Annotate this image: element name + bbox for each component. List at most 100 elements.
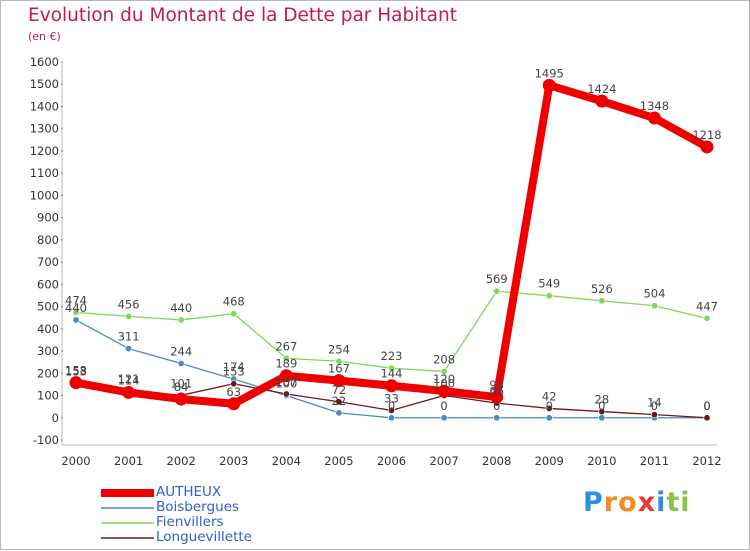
y-tick-label: 0 [52,411,59,425]
data-point-autheux[interactable] [227,397,241,411]
data-point-boisbergues[interactable] [387,414,395,422]
data-point-longuevillette[interactable] [703,414,711,422]
data-label-longuevillette: 101 [170,376,192,390]
data-point-fienvillers[interactable] [650,302,658,310]
data-point-fienvillers[interactable] [545,292,553,300]
data-label-boisbergues: 311 [118,330,140,344]
data-point-autheux[interactable] [122,385,136,399]
data-point-autheux[interactable] [69,376,83,390]
data-point-fienvillers[interactable] [493,287,501,295]
data-point-longuevillette[interactable] [282,390,290,398]
data-label-boisbergues: 0 [598,399,605,413]
data-label-autheux: 120 [433,372,455,386]
data-label-fienvillers: 267 [275,339,297,353]
data-point-autheux[interactable] [174,392,188,406]
y-tick-label: 1500 [30,77,59,91]
legend-swatch-longuevillette [101,537,154,539]
x-tick-label: 2001 [114,454,143,468]
logo-letter: i [656,487,667,518]
data-label-fienvillers: 254 [328,342,350,356]
data-labels: 158 114 84 63 189 167 144 120 93 1495 1424 1348 1218… [65,66,722,412]
data-point-longuevillette[interactable] [650,411,658,419]
y-tick-label: 1100 [30,166,59,180]
data-label-longuevillette: 107 [275,375,297,389]
data-point-boisbergues[interactable] [598,414,606,422]
x-tick-label: 2011 [640,454,669,468]
x-tick-label: 2006 [377,454,406,468]
data-point-autheux[interactable] [490,390,504,404]
data-point-boisbergues[interactable] [545,414,553,422]
data-label-longuevillette: 14 [647,396,662,410]
data-label-boisbergues: 0 [651,399,658,413]
data-label-boisbergues: 440 [65,301,87,315]
data-point-autheux[interactable] [437,384,451,398]
data-point-fienvillers[interactable] [282,354,290,362]
data-point-autheux[interactable] [332,374,346,388]
data-label-longuevillette: 66 [489,384,504,398]
y-tick-label: 500 [37,300,59,314]
data-point-longuevillette[interactable] [387,406,395,414]
data-label-fienvillers: 456 [118,297,140,311]
data-point-boisbergues[interactable] [72,316,80,324]
y-tick-label: 1400 [30,99,59,113]
logo-letter: r [603,487,619,518]
data-point-fienvillers[interactable] [230,310,238,318]
data-label-autheux: 1424 [587,82,616,96]
data-point-fienvillers[interactable] [703,314,711,322]
x-tick-label: 2002 [167,454,196,468]
data-point-fienvillers[interactable] [177,316,185,324]
data-label-autheux: 84 [174,380,189,394]
data-label-fienvillers: 569 [486,272,508,286]
data-point-autheux[interactable] [647,111,661,125]
x-tick-label: 2010 [587,454,616,468]
data-label-boisbergues: 0 [703,399,710,413]
data-point-boisbergues[interactable] [177,360,185,368]
proxiti-logo[interactable]: Proxiti [583,487,691,518]
data-label-fienvillers: 447 [696,299,718,313]
data-point-longuevillette[interactable] [598,408,606,416]
data-point-fienvillers[interactable] [387,364,395,372]
data-point-fienvillers[interactable] [72,308,80,316]
data-point-boisbergues[interactable] [440,414,448,422]
data-point-boisbergues[interactable] [125,345,133,353]
data-point-autheux[interactable] [542,78,556,92]
data-label-boisbergues: 0 [440,399,447,413]
data-point-longuevillette[interactable] [230,380,238,388]
data-point-autheux[interactable] [279,369,293,383]
data-point-autheux[interactable] [385,379,398,393]
chart-title: Evolution du Montant de la Dette par Hab… [28,5,457,26]
y-tick-label: 1000 [30,188,59,202]
data-point-boisbergues[interactable] [335,409,343,417]
data-label-fienvillers: 504 [643,287,665,301]
x-tick-label: 2000 [61,454,90,468]
data-label-longuevillette: 153 [65,365,87,379]
data-point-boisbergues[interactable] [493,414,501,422]
data-point-fienvillers[interactable] [335,357,343,365]
logo-letter: i [680,487,691,518]
data-label-autheux: 1495 [535,66,564,80]
y-tick-label: 900 [37,211,59,225]
data-point-longuevillette[interactable] [335,398,343,406]
data-label-autheux: 114 [118,373,140,387]
x-tick-label: 2004 [272,454,301,468]
x-tick-label: 2008 [482,454,511,468]
data-point-fienvillers[interactable] [125,312,133,320]
data-label-boisbergues: 244 [170,345,192,359]
x-tick-label: 2012 [692,454,721,468]
data-label-boisbergues: 174 [223,360,245,374]
data-point-autheux[interactable] [595,94,609,108]
data-label-longuevillette: 0 [703,399,710,413]
y-tick-label: 800 [37,233,59,247]
data-point-fienvillers[interactable] [440,368,448,376]
data-point-longuevillette[interactable] [545,404,553,412]
data-label-fienvillers: 468 [223,295,245,309]
y-tick-label: 400 [37,322,59,336]
y-tick-label: 200 [37,366,59,380]
legend-label-boisbergues: Boisbergues [156,499,239,515]
data-label-autheux: 189 [275,357,297,371]
data-point-fienvillers[interactable] [598,297,606,305]
data-point-autheux[interactable] [700,140,714,154]
y-tick-label: 1300 [30,122,59,136]
